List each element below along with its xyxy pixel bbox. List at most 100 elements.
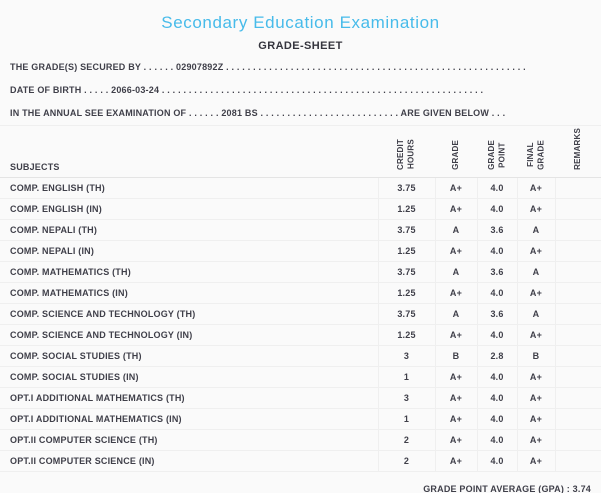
remarks-cell (554, 219, 601, 241)
grade-point-cell: 4.0 (476, 240, 517, 262)
credit-hours-cell: 3.75 (377, 177, 435, 199)
column-header-subjects: SUBJECTS (0, 125, 378, 178)
table-row: COMP. SCIENCE AND TECHNOLOGY (IN) 1.25 A… (0, 324, 601, 346)
remarks-cell (554, 303, 601, 325)
final-grade-cell: A+ (516, 387, 555, 409)
column-header-credit-hours-label: CREDIT HOURS (396, 138, 416, 170)
grade-cell: A+ (434, 429, 477, 451)
table-row: COMP. MATHEMATICS (IN) 1.25 A+ 4.0 A+ (0, 282, 601, 304)
final-grade-cell: A+ (516, 408, 555, 430)
credit-hours-cell: 3 (377, 387, 435, 409)
grade-point-cell: 4.0 (476, 408, 517, 430)
credit-hours-cell: 1 (377, 366, 435, 388)
final-grade-cell: A+ (516, 282, 555, 304)
grade-cell: A+ (434, 387, 477, 409)
table-row: COMP. MATHEMATICS (TH) 3.75 A 3.6 A (0, 261, 601, 283)
table-row: COMP. ENGLISH (IN) 1.25 A+ 4.0 A+ (0, 198, 601, 220)
final-grade-cell: A (516, 303, 555, 325)
credit-hours-cell: 3.75 (377, 261, 435, 283)
info-line-secured-by: THE GRADE(S) SECURED BY . . . . . . 0290… (10, 62, 526, 72)
final-grade-cell: A+ (516, 240, 555, 262)
column-header-grade-point-label: GRADE POINT (486, 139, 506, 170)
table-header-row: SUBJECTS CREDIT HOURS GRADE GRADE POINT … (0, 125, 601, 178)
grade-cell: A (434, 219, 477, 241)
grade-table: SUBJECTS CREDIT HOURS GRADE GRADE POINT … (0, 125, 601, 472)
final-grade-cell: A (516, 219, 555, 241)
final-grade-cell: A+ (516, 429, 555, 451)
credit-hours-cell: 3 (377, 345, 435, 367)
remarks-cell (554, 450, 601, 472)
remarks-cell (554, 198, 601, 220)
column-header-grade: GRADE (435, 125, 477, 178)
final-grade-cell: A+ (516, 450, 555, 472)
info-line-examination: IN THE ANNUAL SEE EXAMINATION OF . . . .… (10, 108, 506, 118)
credit-hours-cell: 1.25 (377, 198, 435, 220)
grade-point-cell: 4.0 (476, 387, 517, 409)
grade-point-cell: 3.6 (476, 219, 517, 241)
table-row: COMP. SOCIAL STUDIES (TH) 3 B 2.8 B (0, 345, 601, 367)
grade-cell: A (434, 303, 477, 325)
remarks-cell (554, 261, 601, 283)
grade-point-cell: 4.0 (476, 198, 517, 220)
grade-cell: A+ (434, 450, 477, 472)
grade-cell: A+ (434, 177, 477, 199)
subject-cell: COMP. ENGLISH (IN) (0, 198, 378, 220)
grade-cell: A+ (434, 366, 477, 388)
grade-point-cell: 4.0 (476, 177, 517, 199)
grade-cell: A+ (434, 240, 477, 262)
grade-point-cell: 4.0 (476, 366, 517, 388)
grade-point-cell: 3.6 (476, 261, 517, 283)
remarks-cell (554, 366, 601, 388)
remarks-cell (554, 429, 601, 451)
grade-point-cell: 4.0 (476, 450, 517, 472)
subject-cell: OPT.II COMPUTER SCIENCE (TH) (0, 429, 378, 451)
credit-hours-cell: 1.25 (377, 240, 435, 262)
remarks-cell (554, 177, 601, 199)
table-row: OPT.I ADDITIONAL MATHEMATICS (TH) 3 A+ 4… (0, 387, 601, 409)
column-header-remarks-label: REMARKS (572, 128, 582, 170)
final-grade-cell: A+ (516, 324, 555, 346)
credit-hours-cell: 1.25 (377, 282, 435, 304)
candidate-info: THE GRADE(S) SECURED BY . . . . . . 0290… (0, 56, 601, 125)
column-header-grade-label: GRADE (450, 139, 460, 170)
table-row: COMP. NEPALI (TH) 3.75 A 3.6 A (0, 219, 601, 241)
grade-cell: A+ (434, 408, 477, 430)
remarks-cell (554, 387, 601, 409)
table-row: OPT.II COMPUTER SCIENCE (IN) 2 A+ 4.0 A+ (0, 450, 601, 472)
gpa-summary: GRADE POINT AVERAGE (GPA) : 3.74 (423, 483, 591, 493)
remarks-cell (554, 408, 601, 430)
remarks-cell (554, 240, 601, 262)
grade-point-cell: 4.0 (476, 324, 517, 346)
info-line-date-of-birth: DATE OF BIRTH . . . . . 2066-03-24 . . .… (10, 85, 484, 95)
final-grade-cell: A+ (516, 177, 555, 199)
credit-hours-cell: 1 (377, 408, 435, 430)
final-grade-cell: B (516, 345, 555, 367)
grade-point-cell: 4.0 (476, 282, 517, 304)
column-header-final-grade: FINAL GRADE (517, 125, 555, 178)
credit-hours-cell: 2 (377, 450, 435, 472)
grade-cell: B (434, 345, 477, 367)
remarks-cell (554, 324, 601, 346)
grade-table-body: COMP. ENGLISH (TH) 3.75 A+ 4.0 A+ COMP. … (0, 177, 601, 472)
remarks-cell (554, 282, 601, 304)
credit-hours-cell: 3.75 (377, 219, 435, 241)
column-header-credit-hours: CREDIT HOURS (378, 125, 435, 178)
grade-cell: A+ (434, 324, 477, 346)
table-row: COMP. NEPALI (IN) 1.25 A+ 4.0 A+ (0, 240, 601, 262)
subject-cell: COMP. SCIENCE AND TECHNOLOGY (IN) (0, 324, 378, 346)
subject-cell: OPT.II COMPUTER SCIENCE (IN) (0, 450, 378, 472)
subject-cell: OPT.I ADDITIONAL MATHEMATICS (TH) (0, 387, 378, 409)
column-header-final-grade-label: FINAL GRADE (525, 139, 545, 170)
grade-cell: A+ (434, 282, 477, 304)
subject-cell: OPT.I ADDITIONAL MATHEMATICS (IN) (0, 408, 378, 430)
final-grade-cell: A+ (516, 366, 555, 388)
subject-cell: COMP. SCIENCE AND TECHNOLOGY (TH) (0, 303, 378, 325)
subject-cell: COMP. ENGLISH (TH) (0, 177, 378, 199)
grade-cell: A (434, 261, 477, 283)
subject-cell: COMP. SOCIAL STUDIES (TH) (0, 345, 378, 367)
column-header-remarks: REMARKS (555, 125, 601, 178)
final-grade-cell: A+ (516, 198, 555, 220)
table-row: OPT.II COMPUTER SCIENCE (TH) 2 A+ 4.0 A+ (0, 429, 601, 451)
subject-cell: COMP. MATHEMATICS (TH) (0, 261, 378, 283)
page-title: Secondary Education Examination (161, 13, 440, 32)
